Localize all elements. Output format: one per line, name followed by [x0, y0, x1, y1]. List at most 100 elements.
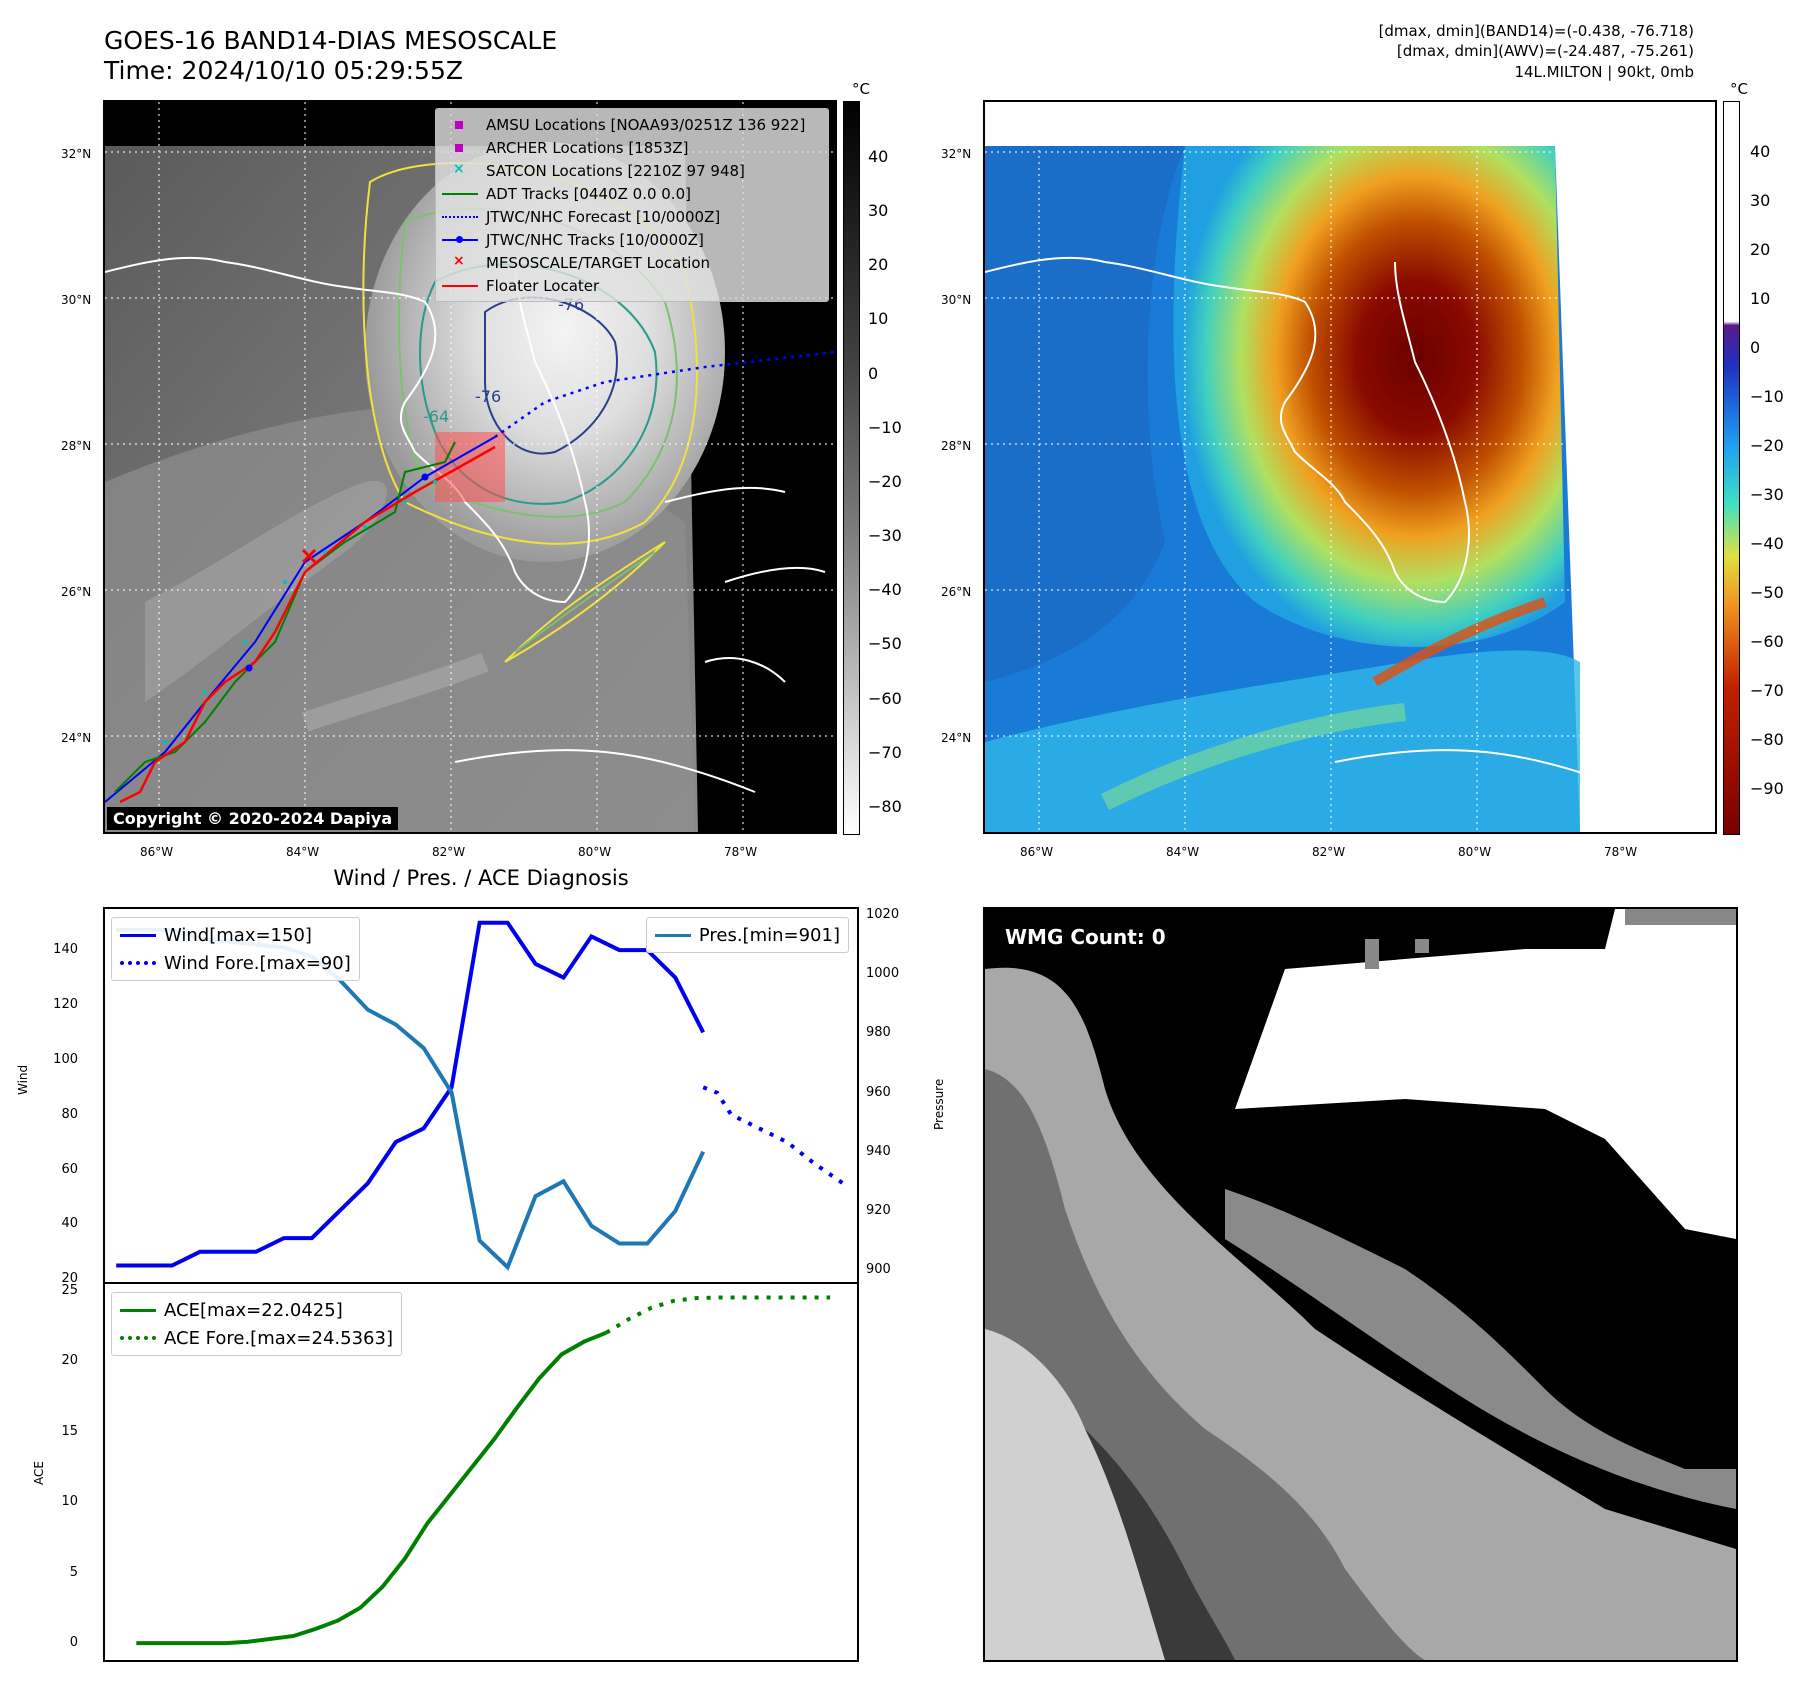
- series-line: [702, 1085, 845, 1185]
- lat-label: 30°N: [941, 293, 972, 307]
- wind-pres-panel: Wind[max=150] Wind Fore.[max=90] Pres.[m…: [103, 907, 859, 1284]
- legend-wind: Wind[max=150]: [120, 921, 351, 949]
- line-icon: [442, 187, 478, 201]
- series-line: [136, 1330, 608, 1646]
- dotted-line-icon: [120, 956, 156, 970]
- colorbar-tick: 30: [868, 201, 889, 220]
- y-tick-label: 20: [61, 1353, 78, 1369]
- lat-label: 32°N: [61, 147, 92, 161]
- pres-ylabel: Pressure: [932, 1078, 946, 1130]
- colorbar-tick: −40: [868, 580, 902, 599]
- y-tick-label: 100: [53, 1051, 78, 1067]
- y-tick-label: 20: [61, 1271, 78, 1287]
- lat-label: 32°N: [941, 147, 972, 161]
- line-dot-icon: [442, 233, 478, 247]
- ir-map-panel: -76 -76 -64 AMSU Locations [NOAA93/0251Z…: [103, 100, 837, 834]
- legend-archer: ARCHER Locations [1853Z]: [442, 136, 822, 159]
- colorbar-right: [1723, 101, 1740, 835]
- series-line: [645, 948, 705, 1034]
- colorbar-tick: −80: [868, 797, 902, 816]
- wmg-count-badge: WMG Count: 0: [995, 921, 1176, 953]
- wind-ylabel: Wind: [16, 1064, 30, 1095]
- legend-label: Floater Locater: [486, 276, 600, 295]
- lat-label: 26°N: [941, 585, 972, 599]
- ace-panel: ACE[max=22.0425] ACE Fore.[max=24.5363]: [103, 1282, 859, 1662]
- colorbar-tick: −50: [1750, 583, 1784, 602]
- map-legend: AMSU Locations [NOAA93/0251Z 136 922] AR…: [435, 108, 829, 302]
- y-tick-label: 920: [866, 1202, 891, 1218]
- dotted-line-icon: [442, 210, 478, 224]
- legend-label: JTWC/NHC Tracks [10/0000Z]: [486, 230, 704, 249]
- lat-label: 26°N: [61, 585, 92, 599]
- lon-label: 82°W: [1312, 845, 1346, 859]
- ace-legend: ACE[max=22.0425] ACE Fore.[max=24.5363]: [111, 1292, 402, 1356]
- legend-wind-fore: Wind Fore.[max=90]: [120, 949, 351, 977]
- colorbar-unit: °C: [852, 80, 870, 98]
- colorbar-tick: −30: [868, 526, 902, 545]
- x-marker-icon: ×: [453, 160, 465, 177]
- wind-legend: Wind[max=150] Wind Fore.[max=90]: [111, 917, 360, 981]
- y-tick-label: 1020: [866, 906, 900, 922]
- y-tick-label: 1000: [866, 966, 900, 982]
- awv-map-image: [984, 102, 1715, 832]
- lat-label: 30°N: [61, 293, 92, 307]
- info-dmax-band14: [dmax, dmin](BAND14)=(-0.438, -76.718): [1378, 22, 1694, 40]
- lat-label: 24°N: [941, 731, 972, 745]
- y-tick-label: 60: [61, 1161, 78, 1177]
- lon-label: 78°W: [724, 845, 758, 859]
- line-icon: [442, 279, 478, 293]
- series-line: [116, 920, 648, 1268]
- y-tick-label: 960: [866, 1084, 891, 1100]
- colorbar-tick: −50: [868, 634, 902, 653]
- x-marker-icon: ×: [453, 252, 465, 269]
- y-tick-label: 10: [61, 1494, 78, 1510]
- y-tick-label: 940: [866, 1143, 891, 1159]
- lon-label: 82°W: [432, 845, 466, 859]
- dotted-line-icon: [120, 1331, 156, 1345]
- colorbar-tick: −60: [868, 689, 902, 708]
- colorbar-left: [843, 101, 860, 835]
- colorbar-tick: 20: [868, 255, 889, 274]
- legend-mesoscale: × MESOSCALE/TARGET Location: [442, 251, 822, 274]
- square-marker-icon: [442, 118, 478, 132]
- y-tick-label: 25: [61, 1283, 78, 1299]
- copyright-label: Copyright © 2020-2024 Dapiya: [107, 807, 399, 830]
- legend-pres: Pres.[min=901]: [654, 921, 840, 949]
- figure-title: GOES-16 BAND14-DIAS MESOSCALE: [104, 26, 558, 55]
- colorbar-tick: 40: [868, 147, 889, 166]
- legend-label: MESOSCALE/TARGET Location: [486, 253, 711, 272]
- colorbar-tick: 20: [1750, 240, 1771, 259]
- colorbar-tick: 10: [1750, 289, 1771, 308]
- legend-jtwc-tracks: JTWC/NHC Tracks [10/0000Z]: [442, 228, 822, 251]
- info-storm: 14L.MILTON | 90kt, 0mb: [1514, 63, 1694, 81]
- colorbar-tick: −30: [1750, 485, 1784, 504]
- colorbar-tick: −70: [1750, 681, 1784, 700]
- lat-label: 28°N: [61, 439, 92, 453]
- legend-adt: ADT Tracks [0440Z 0.0 0.0]: [442, 182, 822, 205]
- lon-label: 84°W: [286, 845, 320, 859]
- colorbar-tick: −60: [1750, 632, 1784, 651]
- wmg-image: [985, 909, 1736, 1660]
- legend-jtwc-forecast: JTWC/NHC Forecast [10/0000Z]: [442, 205, 822, 228]
- legend-ace: ACE[max=22.0425]: [120, 1296, 393, 1324]
- legend-label: ACE Fore.[max=24.5363]: [164, 1327, 393, 1349]
- y-tick-label: 5: [69, 1564, 78, 1580]
- colorbar-tick: −40: [1750, 534, 1784, 553]
- y-tick-label: 0: [69, 1635, 78, 1651]
- lon-label: 86°W: [140, 845, 174, 859]
- legend-label: ARCHER Locations [1853Z]: [486, 138, 689, 157]
- legend-floater: Floater Locater: [442, 274, 822, 297]
- colorbar-tick: −10: [868, 418, 902, 437]
- legend-label: AMSU Locations [NOAA93/0251Z 136 922]: [486, 115, 806, 134]
- info-dmax-awv: [dmax, dmin](AWV)=(-24.487, -75.261): [1396, 42, 1694, 60]
- legend-ace-fore: ACE Fore.[max=24.5363]: [120, 1324, 393, 1352]
- y-tick-label: 40: [61, 1216, 78, 1232]
- wmg-panel: WMG Count: 0: [983, 907, 1738, 1662]
- legend-label: Pres.[min=901]: [698, 924, 840, 946]
- lon-label: 84°W: [1166, 845, 1200, 859]
- figure-time: Time: 2024/10/10 05:29:55Z: [104, 56, 463, 85]
- colorbar-tick: −80: [1750, 730, 1784, 749]
- colorbar-tick: 40: [1750, 142, 1771, 161]
- colorbar-tick: −90: [1750, 779, 1784, 798]
- legend-label: JTWC/NHC Forecast [10/0000Z]: [486, 207, 721, 226]
